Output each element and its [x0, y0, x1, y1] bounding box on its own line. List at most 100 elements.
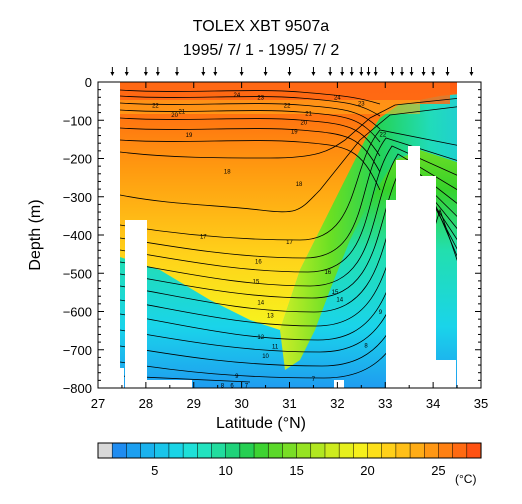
colorbar-tick-label: 15 [289, 463, 303, 478]
colorbar-frame [97, 442, 482, 459]
station-arrowhead [287, 72, 292, 76]
chart-title: TOLEX XBT 9507a [192, 18, 330, 35]
isotherm-label: 11 [272, 344, 279, 350]
station-arrowhead [110, 72, 115, 76]
isotherm-label: 15 [253, 280, 260, 286]
colorbar-swatch [253, 442, 269, 459]
colorbar-swatch [353, 442, 369, 459]
isotherm-label: 18 [224, 169, 231, 175]
x-tick-label: 35 [474, 396, 488, 411]
isotherm-label: 13 [267, 314, 274, 320]
isotherm-label: 22 [152, 103, 159, 109]
isotherm-label: 19 [186, 133, 193, 139]
isotherm-line [119, 89, 381, 105]
station-arrowhead [263, 72, 268, 76]
isotherm-label: 19 [291, 129, 298, 135]
x-tick-label: 27 [91, 396, 105, 411]
station-markers [110, 67, 474, 76]
isotherm-label: 21 [178, 109, 185, 115]
isotherm-line [119, 127, 381, 173]
x-axis-label: Latitude (°N) [216, 415, 306, 432]
isotherm-label: 14 [257, 301, 264, 307]
isotherm-label: 8 [221, 384, 225, 390]
colorbar-swatch [424, 442, 439, 459]
colorbar-swatch [182, 442, 198, 459]
isotherm-line [119, 129, 481, 241]
station-arrowhead [311, 72, 316, 76]
colorbar-swatch [225, 442, 241, 459]
colorbar-swatch [395, 442, 411, 459]
y-tick-label: −100 [63, 113, 92, 128]
no-data-region [420, 176, 436, 388]
isotherm-label: 16 [324, 270, 331, 276]
station-arrowhead [239, 72, 244, 76]
isotherm-label: 9 [379, 310, 383, 316]
isotherm-line [119, 95, 381, 117]
colorbar-swatch [126, 442, 142, 459]
station-arrowhead [143, 72, 148, 76]
isotherm-label: 9 [235, 374, 239, 380]
isotherm-label: 18 [296, 182, 303, 188]
colorbar-swatch [438, 442, 454, 459]
no-data-region [125, 220, 147, 388]
isotherm-label: 10 [262, 354, 269, 360]
isotherm-label: 23 [257, 96, 264, 102]
station-arrowhead [445, 72, 450, 76]
station-arrowhead [174, 72, 179, 76]
colorbar-tick-label: 5 [151, 463, 158, 478]
station-arrowhead [124, 72, 129, 76]
y-tick-label: −800 [63, 381, 92, 396]
isotherm-label: 21 [305, 111, 312, 117]
colorbar-swatch [409, 442, 425, 459]
no-data-region [120, 368, 124, 388]
chart-subtitle: 1995/ 7/ 1 - 1995/ 7/ 2 [182, 42, 340, 59]
colorbar-swatch [154, 442, 170, 459]
x-tick-label: 29 [187, 396, 201, 411]
isotherm-label: 22 [380, 132, 387, 138]
colorbar-swatch [111, 442, 127, 459]
colorbar-unit: (°C) [455, 472, 477, 486]
isotherm-line [119, 153, 481, 287]
isotherm-line [119, 102, 381, 130]
y-tick-label: 0 [85, 75, 92, 90]
no-data-region [396, 160, 408, 388]
isotherm-label: 7 [245, 384, 249, 390]
fill-surface-band [120, 82, 450, 104]
isotherm-label: 20 [171, 113, 178, 119]
y-tick-label: −700 [63, 343, 92, 358]
no-data-region [146, 380, 192, 388]
colorbar-tick-label: 25 [431, 463, 445, 478]
colorbar-swatch [168, 442, 184, 459]
isotherm-line [119, 137, 481, 259]
x-tick-label: 34 [426, 396, 440, 411]
isotherm-line [119, 109, 381, 143]
y-axis-label: Depth (m) [27, 199, 44, 271]
station-arrowhead [366, 72, 371, 76]
isotherm-label: 7 [312, 377, 316, 383]
isotherm-label: 16 [255, 259, 262, 265]
station-arrowhead [359, 72, 364, 76]
colorbar-swatch [381, 442, 397, 459]
y-tick-label: −300 [63, 190, 92, 205]
colorbar-swatch [211, 442, 227, 459]
colorbar-swatch [338, 442, 354, 459]
x-tick-label: 33 [378, 396, 392, 411]
station-arrowhead [469, 72, 474, 76]
station-arrowhead [390, 72, 395, 76]
station-arrowhead [155, 72, 160, 76]
no-data-region [436, 360, 456, 388]
station-arrowhead [328, 72, 333, 76]
isotherm-label: 20 [301, 121, 308, 127]
fill-subsurface-band [120, 100, 420, 114]
colorbar-swatch [140, 442, 156, 459]
station-arrowhead [421, 72, 426, 76]
isotherm-line [119, 95, 481, 159]
no-data-region [386, 200, 396, 388]
isotherm-line [119, 117, 381, 157]
station-arrowhead [201, 72, 206, 76]
colorbar: 5 10 15 20 25 [97, 442, 482, 478]
station-arrowhead [409, 72, 414, 76]
colorbar-tick-label: 20 [360, 463, 374, 478]
y-tick-label: −600 [63, 305, 92, 320]
